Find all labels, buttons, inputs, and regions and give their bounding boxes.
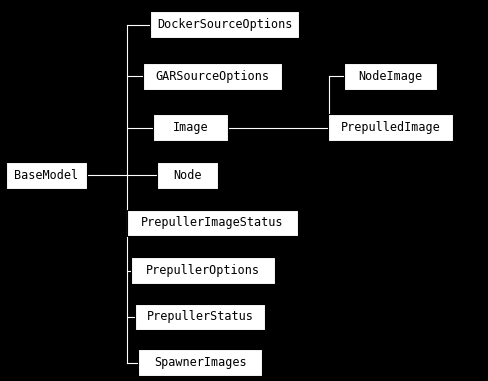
FancyBboxPatch shape [157, 162, 219, 189]
Text: DockerSourceOptions: DockerSourceOptions [157, 18, 292, 31]
FancyBboxPatch shape [127, 210, 298, 236]
FancyBboxPatch shape [6, 162, 87, 189]
Text: PrepullerStatus: PrepullerStatus [146, 311, 254, 323]
FancyBboxPatch shape [152, 114, 228, 141]
FancyBboxPatch shape [131, 257, 274, 284]
Text: PrepulledImage: PrepulledImage [341, 121, 440, 134]
Text: SpawnerImages: SpawnerImages [154, 356, 246, 369]
Text: NodeImage: NodeImage [358, 70, 423, 83]
Text: Node: Node [174, 169, 202, 182]
FancyBboxPatch shape [150, 11, 299, 38]
Text: PrepullerOptions: PrepullerOptions [145, 264, 260, 277]
Text: GARSourceOptions: GARSourceOptions [155, 70, 269, 83]
Text: BaseModel: BaseModel [14, 169, 79, 182]
FancyBboxPatch shape [142, 63, 282, 90]
FancyBboxPatch shape [138, 349, 263, 376]
FancyBboxPatch shape [328, 114, 453, 141]
Text: PrepullerImageStatus: PrepullerImageStatus [141, 216, 284, 229]
Text: Image: Image [172, 121, 208, 134]
FancyBboxPatch shape [344, 63, 437, 90]
FancyBboxPatch shape [135, 304, 265, 330]
